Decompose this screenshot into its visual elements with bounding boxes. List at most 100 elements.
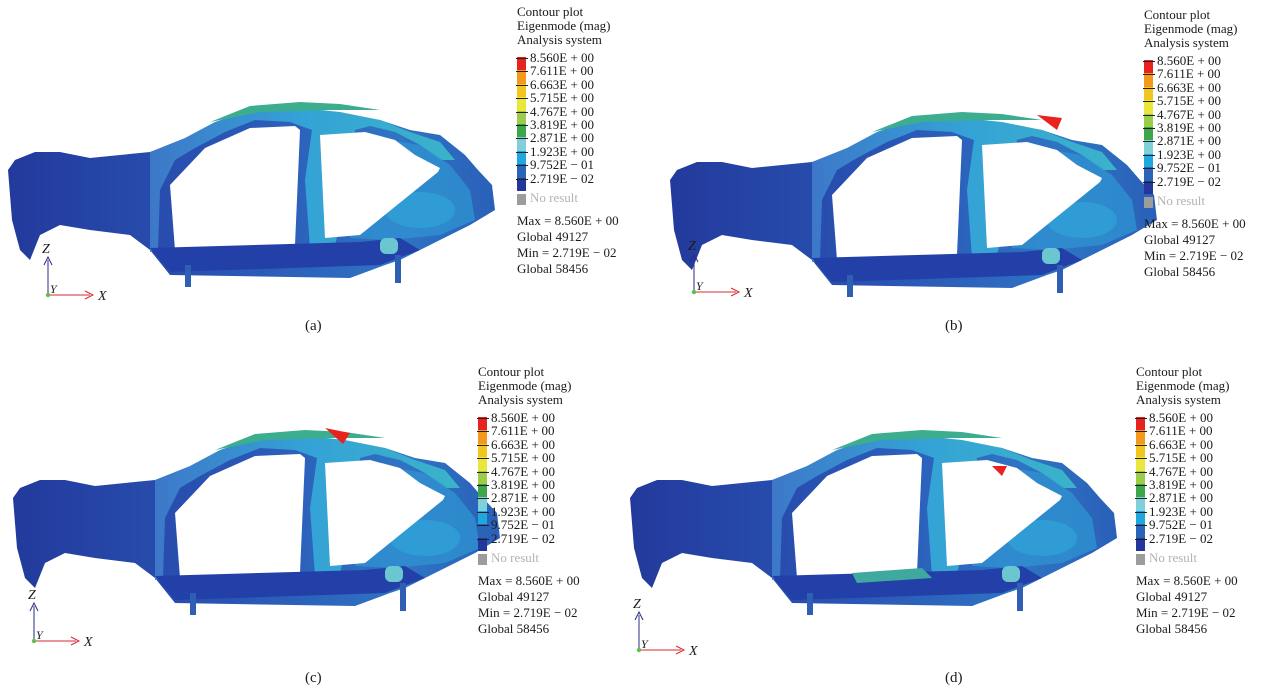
legend-color-scale: 8.560E + 00 7.611E + 00 6.663E + 00 5.715E … <box>1134 411 1238 569</box>
legend-color-swatch <box>478 524 487 538</box>
legend-max-line: Max = 8.560E + 00 <box>1136 572 1238 588</box>
legend-color-swatch <box>1136 430 1145 444</box>
axis-triad: Z Y X <box>28 588 93 646</box>
legend-color-swatch <box>1144 86 1153 101</box>
legend-min-line: Min = 2.719E − 02 <box>517 244 617 260</box>
legend-title-line: Contour plot <box>517 4 584 19</box>
legend-level-value: 8.560E + 00 <box>1134 410 1214 425</box>
legend-title: Contour plot Eigenmode (mag) Analysis syst… <box>517 5 619 47</box>
legend-color-swatch <box>517 70 526 84</box>
legend-level-row: 1.923E + 00 <box>1142 147 1246 168</box>
legend-title-line: Contour plot <box>478 364 545 379</box>
legend-level-row: 8.560E + 00 <box>515 51 619 71</box>
legend-color-swatch <box>517 57 526 71</box>
legend-level-row: 8.560E + 00 <box>476 411 580 431</box>
legend-level-value: 2.719E − 02 <box>1134 530 1214 546</box>
legend-title-line: Contour plot <box>1136 364 1203 379</box>
caption: (c) <box>305 670 322 686</box>
legend-max-line: Max = 8.560E + 00 <box>1144 215 1246 231</box>
legend-level-value: 2.871E + 00 <box>1134 490 1214 506</box>
legend-color-swatch <box>517 110 526 124</box>
legend-level-row: 5.715E + 00 <box>476 451 580 471</box>
legend-max-global: Global 49127 <box>1136 588 1208 604</box>
legend-color-swatch <box>1144 60 1153 74</box>
legend-color-swatch <box>1136 443 1145 458</box>
legend-no-result-swatch <box>1144 196 1153 208</box>
legend-color-swatch <box>1136 524 1145 538</box>
legend-level-row: 4.767E + 00 <box>515 104 619 124</box>
legend-color-swatch <box>1136 510 1145 525</box>
legend-level-row: 1.923E + 00 <box>1134 504 1238 525</box>
legend-color-swatch <box>478 537 487 551</box>
y-axis-label: Y <box>36 628 44 642</box>
legend-level-row: 1.923E + 00 <box>515 144 619 165</box>
axis-origin <box>636 647 642 653</box>
legend-level-row: 9.752E − 01 <box>1142 161 1246 181</box>
legend-level-row: 5.715E + 00 <box>515 91 619 111</box>
z-axis-arrow <box>29 601 39 612</box>
z-axis-label: Z <box>42 242 50 257</box>
legend-min-global: Global 58456 <box>517 260 589 276</box>
legend-min-global: Global 58456 <box>1144 263 1216 279</box>
axis-triad: Z Y X <box>42 242 107 300</box>
legend-level-value: 1.923E + 00 <box>1134 503 1214 519</box>
legend-level-value: 8.560E + 00 <box>1142 53 1222 68</box>
x-axis-arrow <box>675 645 686 655</box>
legend-level-row: 6.663E + 00 <box>1142 80 1246 101</box>
legend-level-value: 8.560E + 00 <box>476 410 556 425</box>
legend-no-result-swatch <box>478 553 487 565</box>
legend-level-value: 7.611E + 00 <box>1143 66 1221 82</box>
legend-color-swatch <box>478 510 487 525</box>
axis-origin <box>691 289 697 295</box>
legend-level-row: 9.752E − 01 <box>476 518 580 538</box>
legend-no-result-label: No result <box>530 189 579 205</box>
legend-level-value: 7.611E + 00 <box>516 63 594 79</box>
legend-title-line: Eigenmode (mag) <box>517 18 611 33</box>
legend-min-line: Min = 2.719E − 02 <box>478 604 578 620</box>
panel-a: Contour plot Eigenmode (mag) Analysis syst… <box>0 0 637 348</box>
legend-level-row: 8.560E + 00 <box>1134 411 1238 431</box>
legend-color-swatch <box>1144 167 1153 181</box>
legend-color-swatch <box>517 83 526 98</box>
legend-min-line: Min = 2.719E − 02 <box>1144 247 1244 263</box>
z-axis-label: Z <box>688 239 696 254</box>
legend-level-row: 9.752E − 01 <box>1134 518 1238 538</box>
legend-stats: Max = 8.560E + 00 Global 49127 Min = 2.719… <box>1144 216 1246 280</box>
x-axis-arrow <box>84 290 95 300</box>
legend-level-value: 7.611E + 00 <box>1135 423 1213 439</box>
x-axis-arrow <box>70 636 81 646</box>
legend-level-value: 1.923E + 00 <box>515 143 595 159</box>
panel-b: Contour plot Eigenmode (mag) Analysis syst… <box>637 0 1274 348</box>
legend-level-value: 6.663E + 00 <box>476 436 556 452</box>
legend-level-value: 6.663E + 00 <box>1142 79 1222 95</box>
z-axis-arrow <box>43 255 53 266</box>
legend-color-swatch <box>517 150 526 165</box>
legend-title-line: Eigenmode (mag) <box>478 378 572 393</box>
legend-no-result-label: No result <box>1149 549 1198 565</box>
x-axis-label: X <box>97 289 107 300</box>
legend-level-row: 8.560E + 00 <box>1142 54 1246 74</box>
contour-legend: Contour plot Eigenmode (mag) Analysis syst… <box>1134 364 1238 637</box>
legend-color-swatch <box>1144 180 1153 194</box>
legend-title-line: Analysis system <box>1136 392 1221 407</box>
legend-level-row: 2.719E − 02 <box>1134 531 1238 551</box>
legend-color-swatch <box>1144 113 1153 127</box>
legend-level-value: 3.819E + 00 <box>1134 476 1214 492</box>
legend-title-line: Contour plot <box>1144 7 1211 22</box>
legend-level-value: 4.767E + 00 <box>515 103 595 119</box>
legend-color-swatch <box>1144 126 1153 141</box>
legend-min-global: Global 58456 <box>478 620 550 636</box>
legend-color-swatch <box>1136 483 1145 498</box>
contour-legend: Contour plot Eigenmode (mag) Analysis syst… <box>515 5 619 277</box>
caption: (d) <box>945 670 963 686</box>
caption: (a) <box>305 318 322 334</box>
legend-title-line: Analysis system <box>517 32 602 47</box>
legend-max-global: Global 49127 <box>517 228 589 244</box>
legend-title-line: Eigenmode (mag) <box>1136 378 1230 393</box>
legend-level-row: 7.611E + 00 <box>516 64 619 84</box>
legend-level-value: 3.819E + 00 <box>476 476 556 492</box>
legend-level-row: 4.767E + 00 <box>476 464 580 484</box>
panel-c: Contour plot Eigenmode (mag) Analysis syst… <box>0 348 637 697</box>
legend-max-global: Global 49127 <box>478 588 550 604</box>
axis-triad: Z Y X <box>688 239 753 297</box>
